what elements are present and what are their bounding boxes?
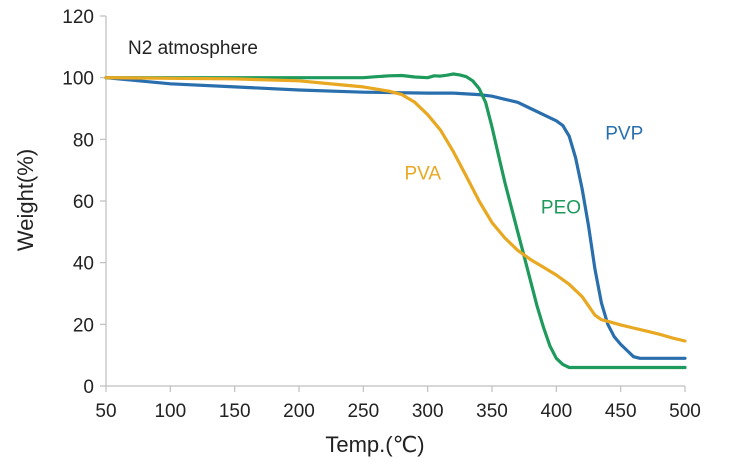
x-tick-label: 400 [540, 401, 572, 422]
y-tick-label: 120 [62, 7, 94, 28]
y-tick-label: 20 [73, 315, 94, 336]
x-tick-label: 450 [605, 401, 637, 422]
x-tick-label: 500 [669, 401, 701, 422]
x-tick-label: 100 [154, 401, 186, 422]
y-axis-title: Weight(%) [13, 149, 38, 251]
x-tick-label: 150 [219, 401, 251, 422]
x-tick-label: 300 [412, 401, 444, 422]
x-tick-label: 200 [283, 401, 315, 422]
x-tick-label: 350 [476, 401, 508, 422]
y-tick-label: 0 [83, 377, 94, 398]
series-line-pvp [104, 76, 687, 360]
axes: 0 20 40 60 80 100 120 50 100 150 200 250 300 350 400 45… [62, 7, 701, 422]
x-axis-title: Temp.(℃) [325, 432, 424, 457]
annotation-n2-atmosphere: N2 atmosphere [128, 38, 258, 59]
series-group [104, 72, 687, 370]
series-line-peo [104, 72, 687, 370]
x-tick-label: 50 [95, 401, 116, 422]
labels-group: PVP PEO PVA [405, 123, 644, 218]
y-tick-label: 60 [73, 192, 94, 213]
series-label-pva: PVA [405, 163, 442, 184]
y-tick-label: 100 [62, 69, 94, 90]
series-label-pvp: PVP [605, 123, 643, 144]
y-tick-label: 80 [73, 130, 94, 151]
x-tick-label: 250 [347, 401, 379, 422]
series-label-peo: PEO [541, 197, 581, 218]
y-tick-label: 40 [73, 254, 94, 275]
series-line-pva [104, 76, 687, 343]
